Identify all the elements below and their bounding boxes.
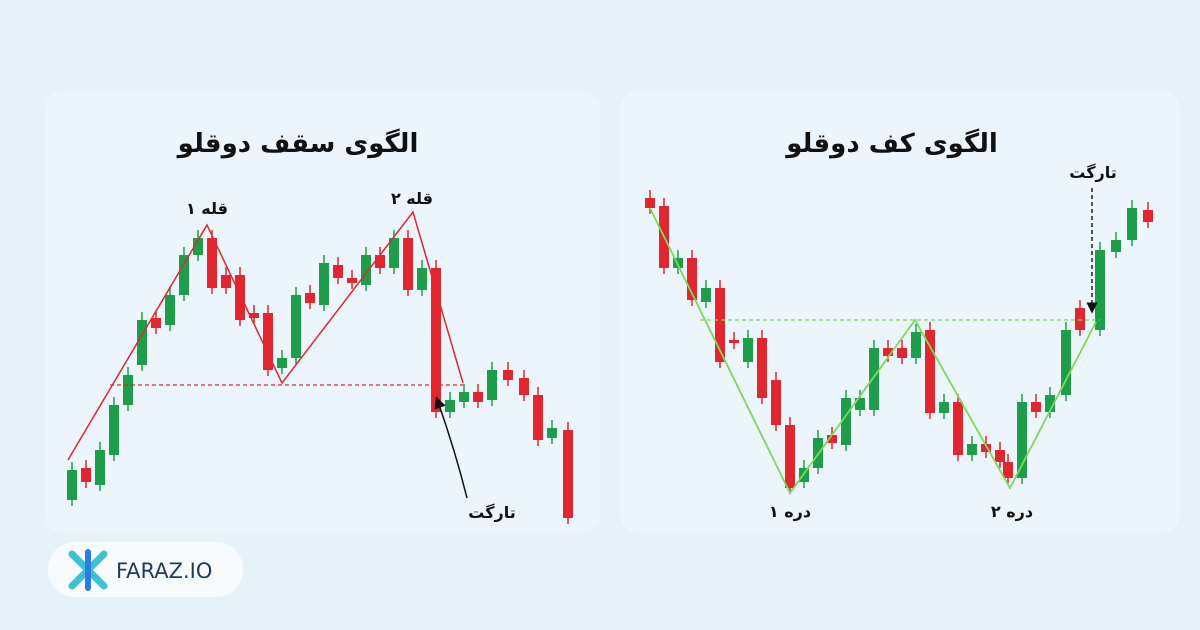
candle-body [235,275,245,320]
candle-body [1017,402,1027,478]
candle-body [319,263,329,305]
target-label: تارگت [468,503,515,522]
candle-body [305,293,315,303]
logo-text: FARAZ.IO [116,559,212,583]
target-arrow [434,396,468,499]
candle-body [981,444,991,452]
candle-body [487,370,497,400]
candle-body [403,238,413,290]
candle-body [123,375,133,405]
candle-body [729,340,739,343]
candle-body [459,392,469,402]
candle-body [827,435,837,443]
candle-body [207,238,217,288]
candle-body [785,425,795,488]
candle-body [967,444,977,455]
pattern-line [649,207,1097,495]
candle-body [291,295,301,358]
candle-body [347,278,357,283]
candle-body [911,332,921,358]
candle-body [1111,240,1121,252]
candle-body [939,402,949,413]
candle-body [995,450,1005,462]
peak-label: قله ۱ [186,199,228,218]
candle-body [855,398,865,410]
candle-body [249,313,259,318]
candle-body [743,338,753,362]
candle-body [925,330,935,413]
right-panel [620,92,1180,532]
candle-body [277,358,287,368]
target-label: تارگت [1069,163,1116,182]
candle-body [389,238,399,268]
candles [67,190,1153,524]
candle-body [757,338,767,398]
candle-body [417,268,427,290]
candle-body [1143,210,1153,222]
candle-body [563,430,573,518]
candle-body [361,255,371,285]
candle-body [841,398,851,445]
candle-body [1127,208,1137,240]
candle-body [953,402,963,455]
candle-body [897,348,907,358]
candle-body [109,405,119,455]
candle-body [445,400,455,412]
candle-body [1045,395,1055,412]
left-title: الگوی سقف دوقلو [176,128,419,159]
candle-body [533,395,543,440]
right-title: الگوی کف دوقلو [784,128,998,159]
valley-label: دره ۱ [769,502,811,521]
candle-body [869,348,879,410]
candle-body [771,380,781,425]
candle-body [701,288,711,302]
candle-body [645,198,655,208]
candle-body [151,318,161,328]
candle-body [883,348,893,356]
peak-label: قله ۲ [391,189,433,208]
candle-body [715,288,725,362]
candle-body [81,468,91,482]
candle-body [431,268,441,412]
candle-body [137,320,147,365]
logo-icon [68,549,108,591]
candle-body [221,275,231,288]
left-panel [45,92,600,532]
pattern-line [67,210,464,461]
candle-body [687,258,697,300]
candle-body [1003,462,1013,478]
candle-body [67,470,77,500]
candle-body [547,428,557,438]
candle-body [263,313,273,370]
candle-body [95,450,105,485]
candle-body [179,255,189,295]
valley-label: دره ۲ [991,502,1033,521]
candle-body [375,255,385,268]
candle-body [1095,250,1105,330]
candle-body [165,295,175,325]
candle-body [1075,308,1085,330]
candle-body [1031,402,1041,412]
candle-body [503,370,513,380]
candle-body [1061,330,1071,395]
candle-body [193,238,203,255]
candle-body [473,392,483,402]
candle-body [519,378,529,395]
candle-body [333,265,343,278]
